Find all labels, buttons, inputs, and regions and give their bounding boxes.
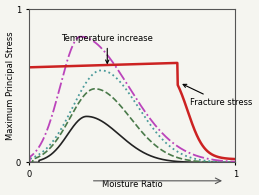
Y-axis label: Maximum Principal Stress: Maximum Principal Stress bbox=[5, 31, 15, 140]
Text: Fracture stress: Fracture stress bbox=[183, 84, 252, 107]
Text: Temperature increase: Temperature increase bbox=[61, 34, 153, 63]
X-axis label: Moisture Ratio: Moisture Ratio bbox=[102, 180, 162, 190]
